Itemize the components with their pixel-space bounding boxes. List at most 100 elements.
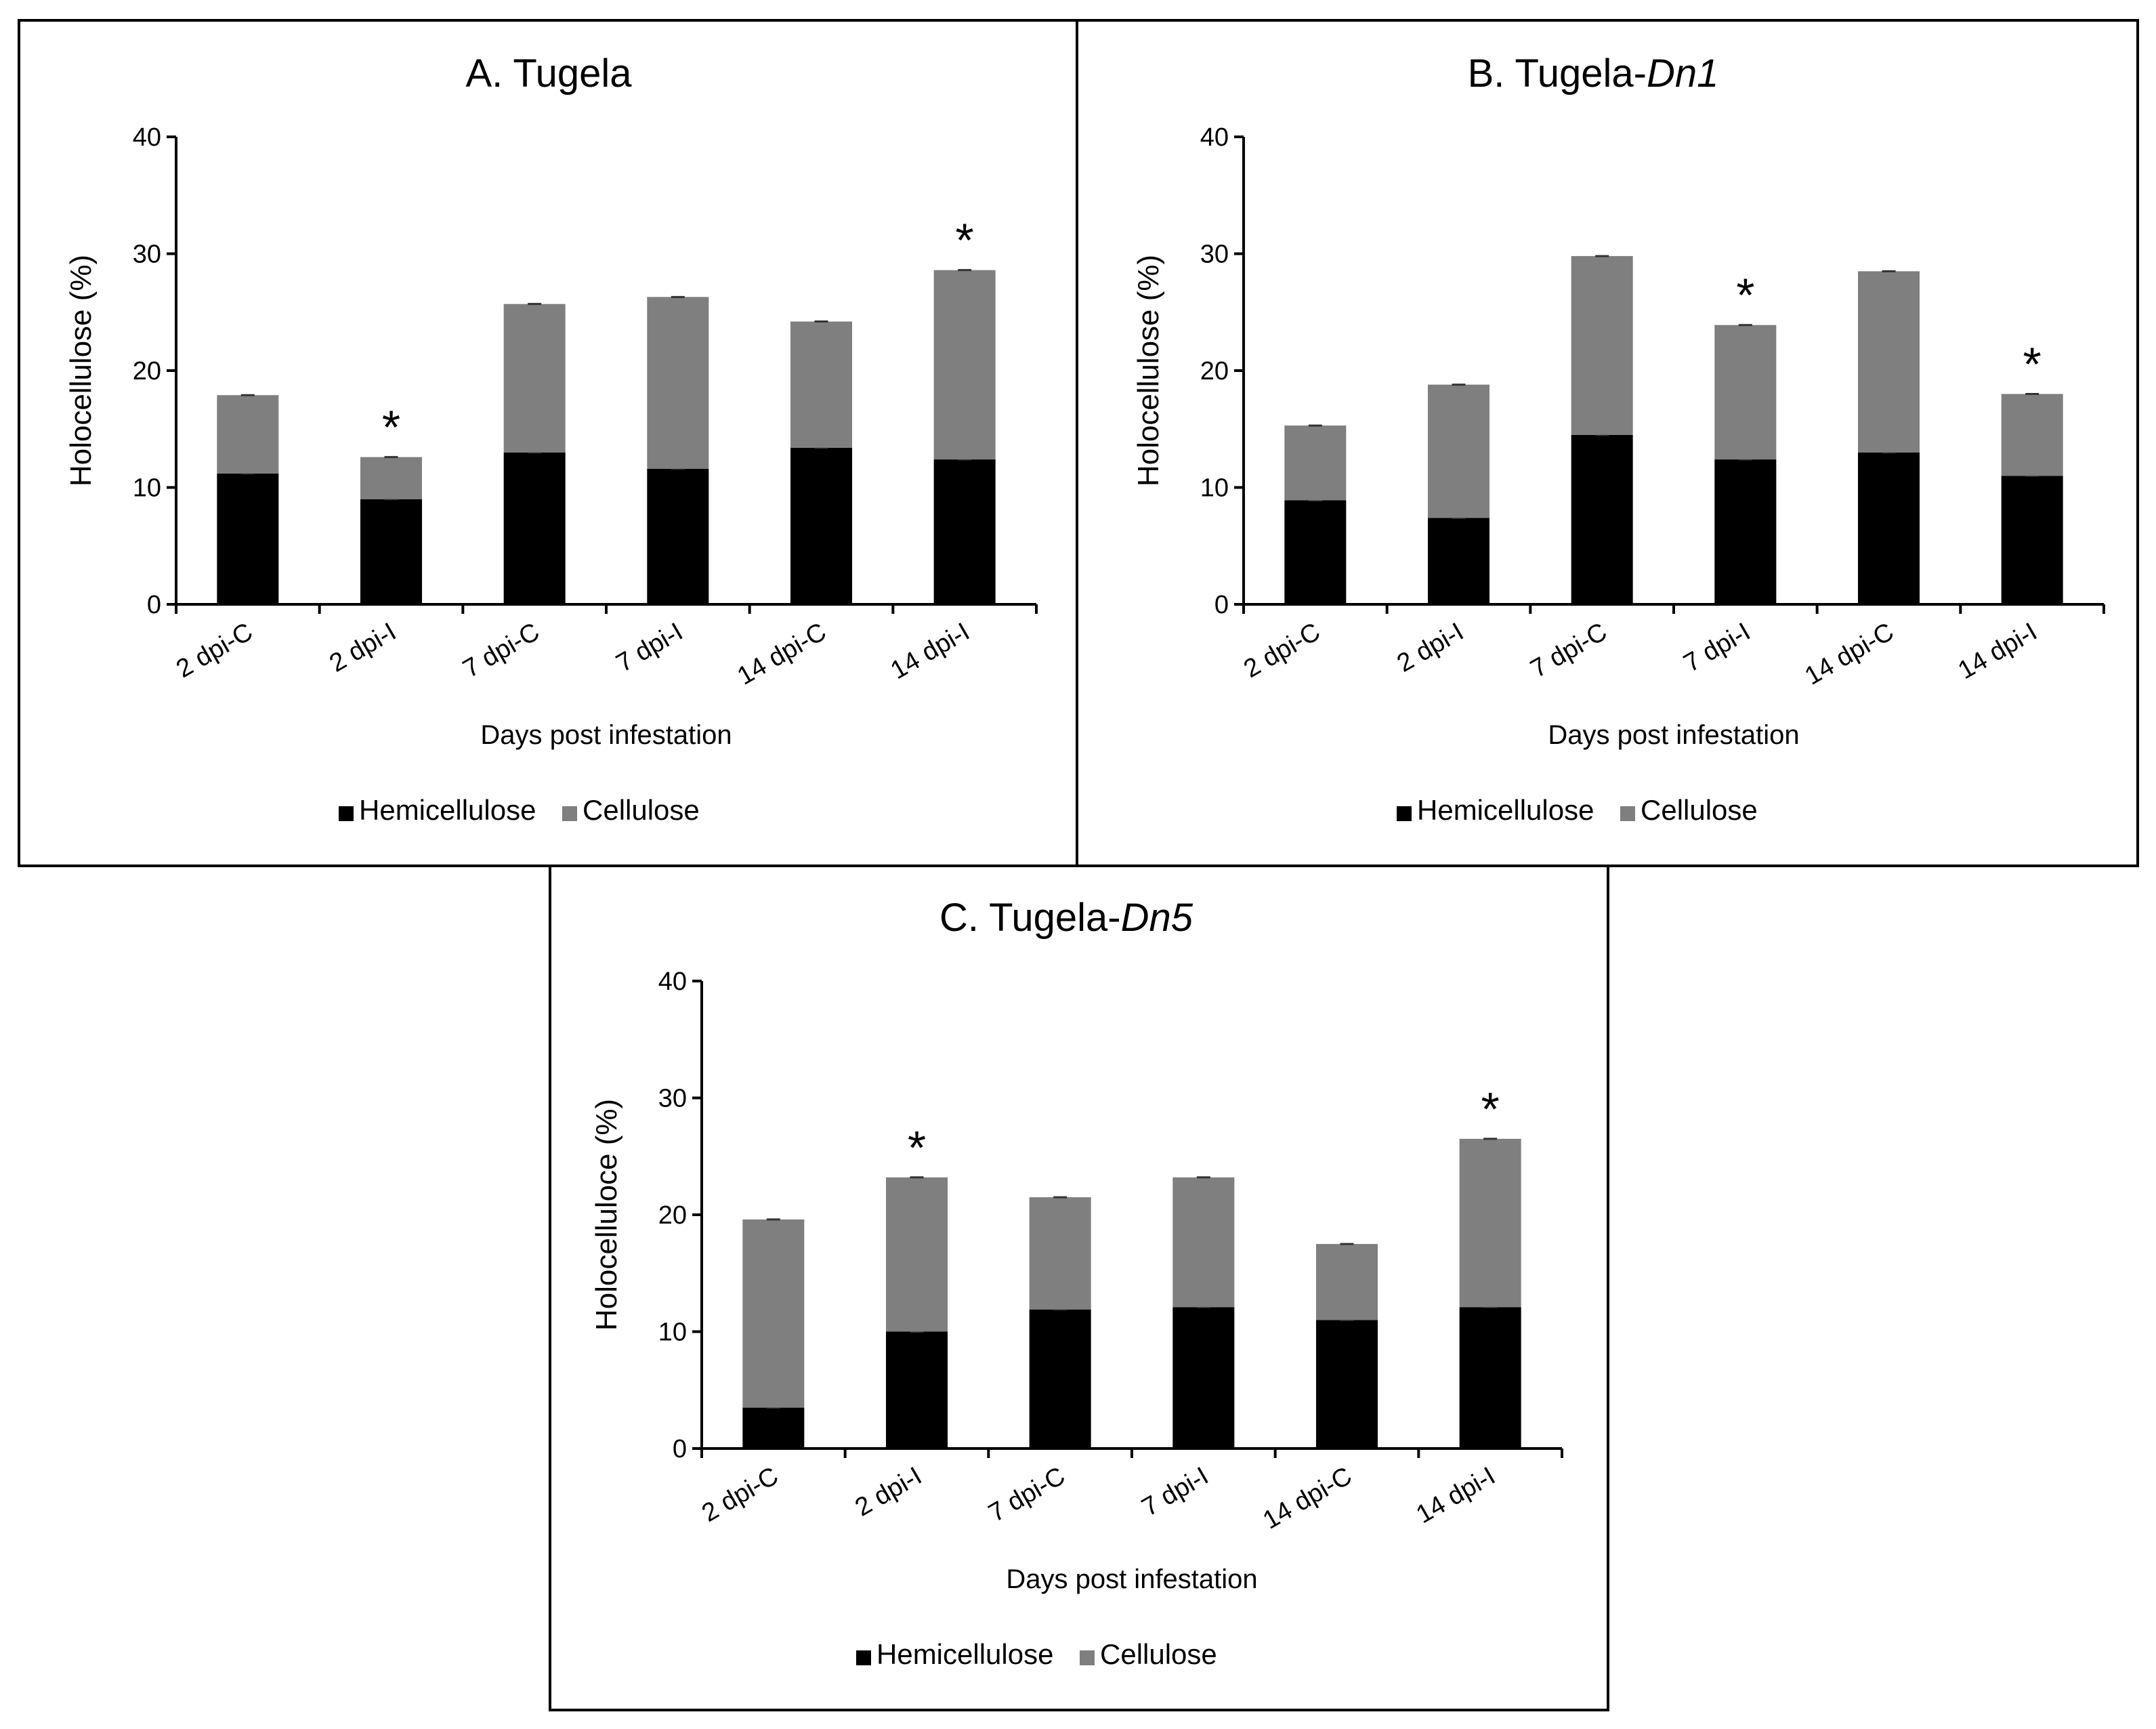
legend: Hemicellulose Cellulose: [856, 1638, 1217, 1670]
bar-cellulose-0: [742, 1219, 805, 1408]
y-axis-title: Holocelluloce (%): [590, 1099, 623, 1331]
x-tick-label: 14 dpi-I: [1412, 1461, 1500, 1529]
chart-title: C. Tugela-Dn5: [939, 896, 1193, 940]
bar-hemicellulose-2: [503, 452, 566, 604]
legend-label-cellulose: Cellulose: [1100, 1638, 1217, 1670]
bar-hemicellulose-1: [885, 1331, 948, 1449]
significance-marker: *: [2023, 338, 2042, 391]
x-tick-label: 2 dpi-I: [851, 1461, 927, 1522]
chart-panel-c: C. Tugela-Dn5 0 10 20 30 40 2 dpi-C 2 dpi-I * 7 d…: [549, 864, 1609, 1711]
chart-title-text: A. Tugela: [465, 51, 632, 96]
legend-swatch-hemicellulose: [1397, 806, 1412, 821]
legend-swatch-hemicellulose: [339, 806, 354, 821]
bar-cellulose-2: [1029, 1197, 1091, 1310]
bar-cellulose-5: [2001, 394, 2063, 476]
bar-cellulose-0: [1284, 425, 1347, 501]
y-tick-label: 30: [133, 241, 161, 269]
chart-title: B. Tugela-Dn1: [1468, 51, 1719, 96]
bar-hemicellulose-5: [933, 459, 996, 604]
chart-b-svg: B. Tugela-Dn1 0 10 20 30 40 2 dpi-C 2 dpi-I 7 dp…: [1132, 51, 2105, 826]
bar-hemicellulose-0: [1284, 500, 1347, 604]
y-axis-title: Holocellulose (%): [64, 255, 98, 486]
bar-cellulose-3: [1714, 325, 1777, 460]
bar-cellulose-1: [1427, 384, 1490, 518]
legend: Hemicellulose Cellulose: [339, 794, 700, 826]
bar-hemicellulose-1: [1427, 518, 1490, 604]
x-tick-label: 2 dpi-I: [325, 617, 401, 678]
y-tick-label: 0: [147, 591, 161, 619]
bar-cellulose-4: [790, 321, 853, 448]
chart-title-text: B. Tugela-: [1468, 51, 1647, 96]
chart-title-italic: Dn5: [1121, 896, 1193, 940]
y-tick-label: 40: [133, 123, 161, 152]
significance-marker: *: [1736, 269, 1754, 322]
bar-cellulose-3: [647, 297, 709, 469]
legend-label-hemicellulose: Hemicellulose: [359, 794, 536, 826]
x-tick-label: 7 dpi-I: [1137, 1461, 1213, 1522]
x-tick-label: 7 dpi-I: [1679, 617, 1755, 678]
y-tick-label: 20: [1200, 357, 1229, 386]
bar-hemicellulose-4: [1857, 452, 1920, 604]
x-axis-title: Days post infestation: [1006, 1564, 1257, 1594]
legend-label-hemicellulose: Hemicellulose: [876, 1638, 1053, 1670]
bar-hemicellulose-2: [1029, 1309, 1091, 1449]
bar-cellulose-4: [1857, 271, 1920, 453]
y-tick-label: 0: [1214, 591, 1229, 619]
legend-label-hemicellulose: Hemicellulose: [1417, 794, 1594, 826]
legend-swatch-cellulose: [1080, 1650, 1095, 1665]
bar-hemicellulose-2: [1571, 434, 1633, 604]
y-tick-label: 10: [1200, 474, 1229, 503]
x-tick-label: 2 dpi-C: [1239, 617, 1325, 684]
x-tick-label: 14 dpi-C: [1259, 1461, 1357, 1535]
legend-swatch-cellulose: [1620, 806, 1635, 821]
significance-marker: *: [956, 214, 974, 267]
bar-hemicellulose-4: [790, 447, 853, 604]
y-tick-label: 40: [1200, 123, 1229, 152]
significance-marker: *: [1481, 1083, 1500, 1136]
bar-cellulose-0: [217, 395, 279, 474]
bar-hemicellulose-3: [1172, 1307, 1235, 1449]
y-tick-label: 10: [133, 474, 161, 503]
chart-title-text: C. Tugela-: [939, 896, 1121, 940]
bar-cellulose-5: [1459, 1138, 1521, 1308]
bar-hemicellulose-3: [647, 468, 709, 604]
bar-hemicellulose-4: [1315, 1320, 1378, 1449]
x-tick-label: 2 dpi-C: [697, 1461, 783, 1528]
x-tick-label: 14 dpi-I: [886, 617, 975, 685]
x-axis-title: Days post infestation: [480, 720, 732, 750]
y-tick-label: 10: [658, 1318, 687, 1347]
significance-marker: *: [908, 1121, 926, 1174]
chart-title: A. Tugela: [465, 51, 632, 96]
y-tick-label: 20: [658, 1201, 687, 1230]
bar-hemicellulose-3: [1714, 459, 1777, 604]
bar-cellulose-1: [360, 457, 423, 499]
significance-marker: *: [382, 401, 400, 454]
legend: Hemicellulose Cellulose: [1397, 794, 1758, 826]
bar-cellulose-1: [885, 1177, 948, 1332]
y-tick-label: 30: [658, 1085, 687, 1113]
bar-cellulose-4: [1315, 1244, 1378, 1320]
bar-hemicellulose-5: [1459, 1307, 1521, 1449]
x-tick-label: 7 dpi-I: [612, 617, 688, 678]
y-axis-title: Holocellulose (%): [1132, 255, 1165, 486]
x-tick-label: 14 dpi-I: [1953, 617, 2042, 685]
legend-swatch-hemicellulose: [856, 1650, 871, 1665]
bar-cellulose-5: [933, 270, 996, 460]
bar-cellulose-3: [1172, 1177, 1235, 1308]
x-tick-label: 2 dpi-C: [171, 617, 257, 684]
bar-hemicellulose-1: [360, 499, 423, 604]
legend-label-cellulose: Cellulose: [583, 794, 700, 826]
x-tick-label: 2 dpi-I: [1393, 617, 1468, 678]
x-tick-label: 14 dpi-C: [1800, 617, 1899, 690]
chart-title-italic: Dn1: [1647, 51, 1718, 96]
x-axis-title: Days post infestation: [1548, 720, 1799, 750]
legend-label-cellulose: Cellulose: [1641, 794, 1758, 826]
legend-swatch-cellulose: [562, 806, 577, 821]
x-tick-label: 7 dpi-C: [984, 1461, 1070, 1528]
x-tick-label: 7 dpi-C: [459, 617, 545, 684]
y-tick-label: 0: [673, 1435, 687, 1463]
bar-hemicellulose-0: [217, 473, 279, 604]
bar-cellulose-2: [503, 304, 566, 453]
y-tick-label: 30: [1200, 241, 1229, 269]
chart-c-svg: C. Tugela-Dn5 0 10 20 30 40 2 dpi-C 2 dpi-I * 7 d…: [590, 896, 1563, 1670]
